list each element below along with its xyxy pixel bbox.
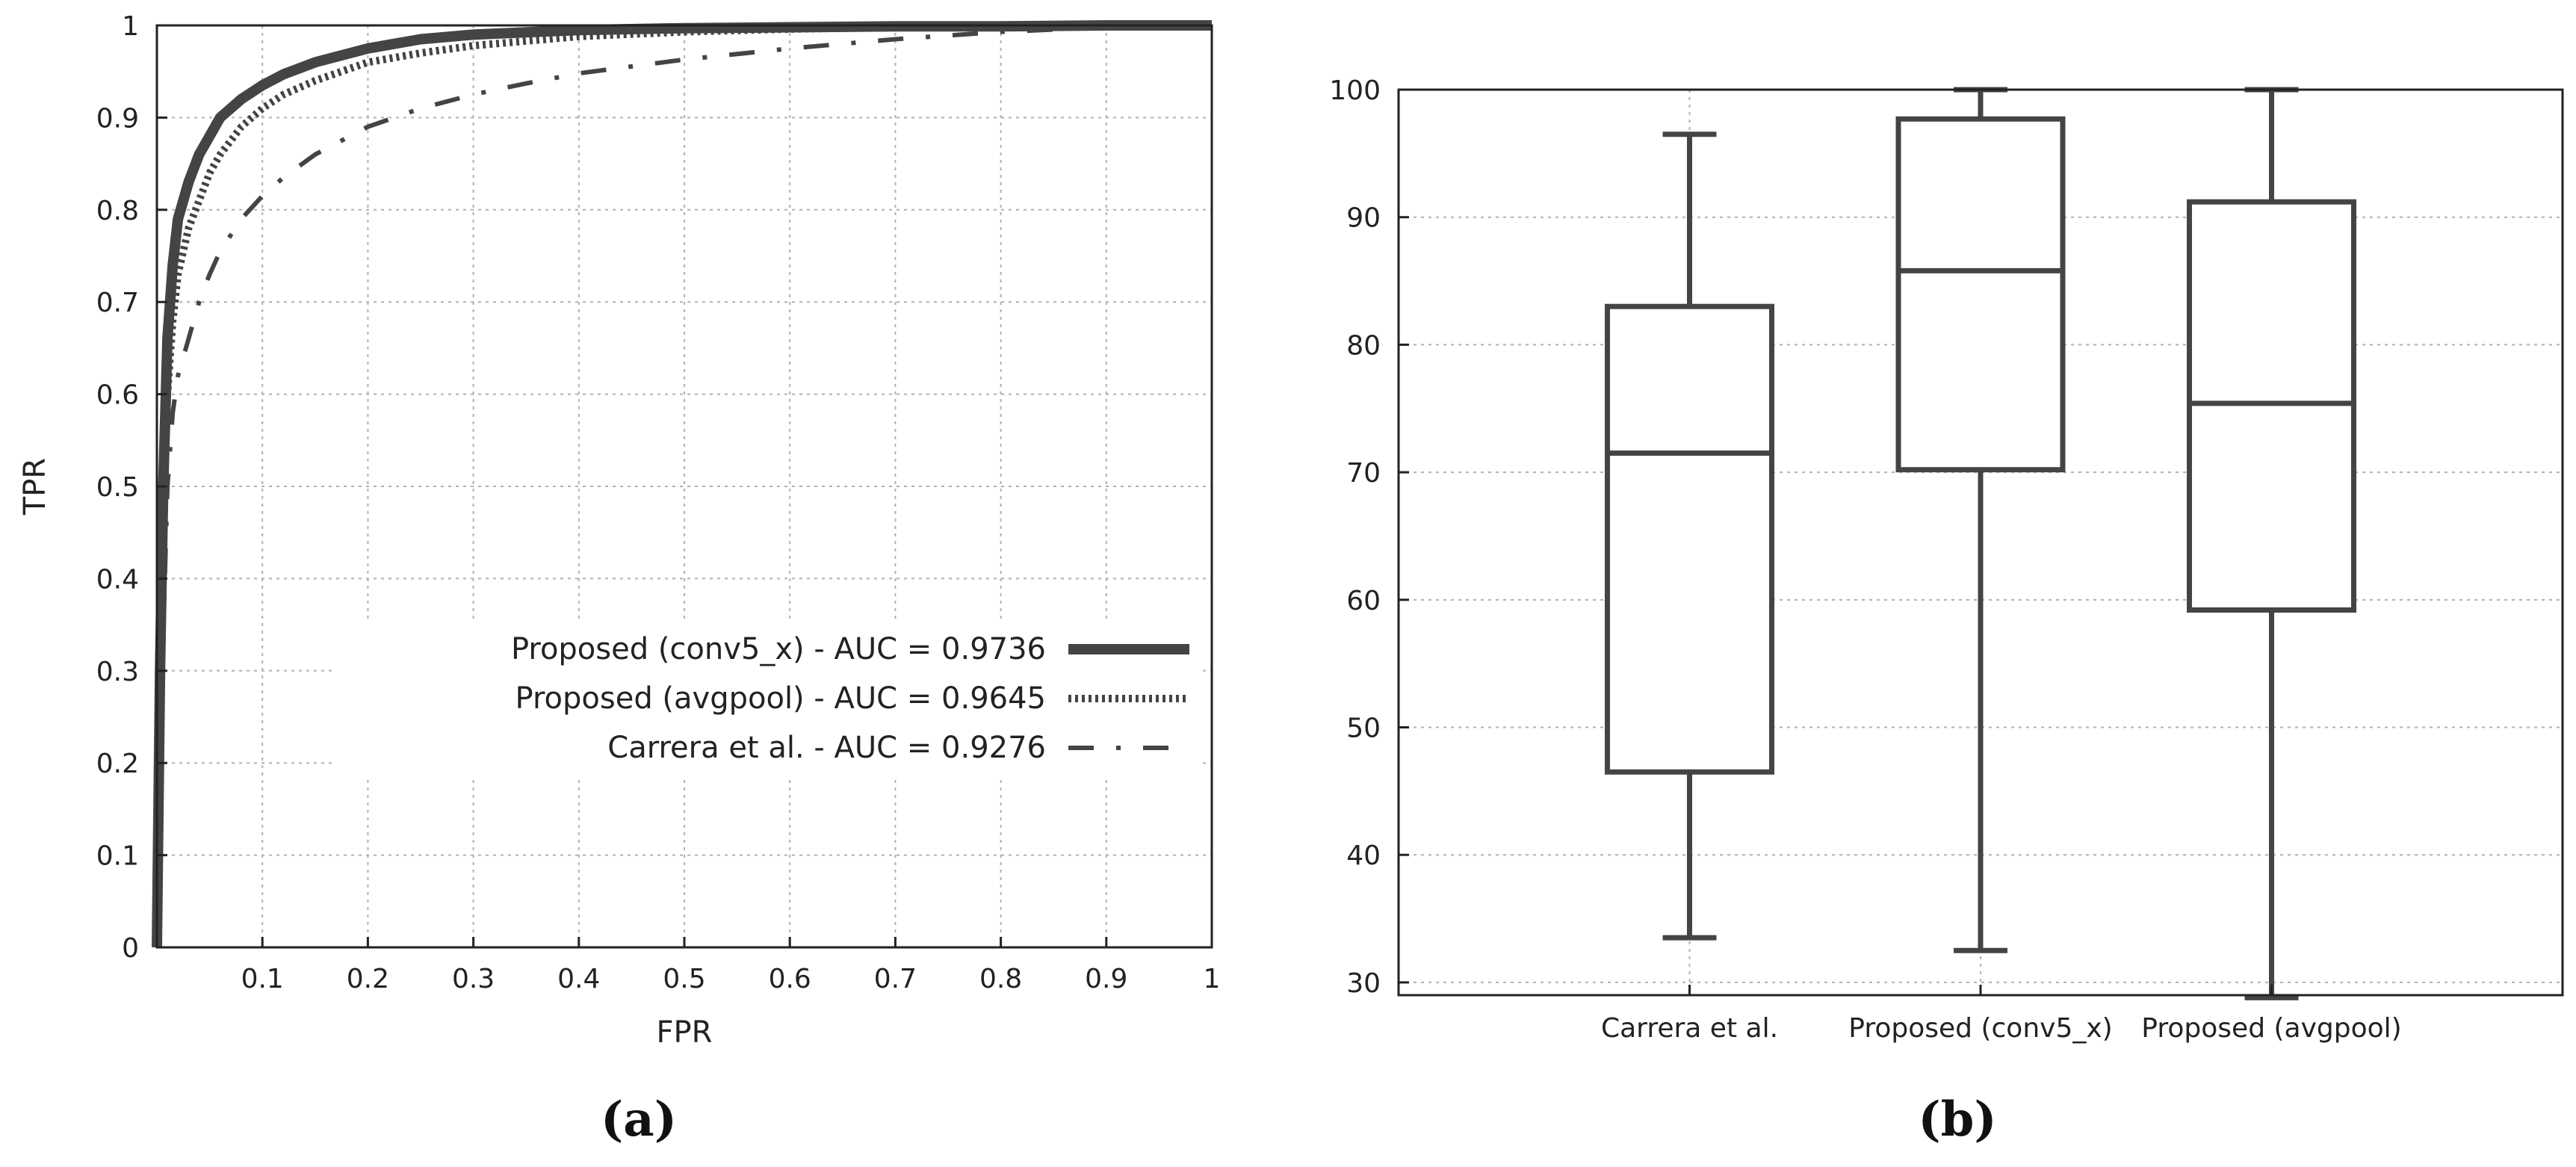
roc-x-tick-label: 0.2	[347, 964, 389, 994]
roc-y-tick-label: 0.7	[96, 288, 139, 318]
roc-x-tick-label: 0.8	[979, 964, 1022, 994]
roc-y-tick-label: 0.3	[96, 657, 139, 687]
box-y-tick-label: 90	[1346, 203, 1381, 234]
roc-y-tick-label: 0.2	[96, 749, 139, 779]
legend-entry-avgpool: Proposed (avgpool) - AUC = 0.9645	[515, 681, 1046, 716]
panel-label-b: (b)	[1918, 1092, 1996, 1148]
roc-y-tick-label: 0.6	[96, 380, 139, 411]
box-y-tick-label: 100	[1329, 75, 1381, 106]
roc-grid	[157, 25, 1212, 947]
roc-x-axis-label: FPR	[657, 1015, 713, 1050]
roc-x-tick-label: 0.4	[557, 964, 600, 994]
roc-x-tick-label: 0.6	[769, 964, 811, 994]
box-1	[1895, 87, 2066, 953]
box-x-tick-label: Proposed (conv5_x)	[1848, 1013, 2112, 1044]
roc-y-tick-label: 0.5	[96, 472, 139, 503]
box-x-tick-label: Carrera et al.	[1601, 1013, 1778, 1044]
box-0	[1605, 131, 1774, 941]
box-chart: 30 40 50 60 70 80 90 100 Carrera et al. Proposed…	[1329, 75, 2564, 1148]
roc-chart: 0.1 0.2 0.3 0.4 0.5 0.6 0.7 0.8 0.9 1 00.10.20.30…	[18, 11, 1220, 1148]
box-y-tick-label: 80	[1346, 330, 1381, 361]
roc-y-tick-label: 0.4	[96, 564, 139, 595]
legend-entry-carrera: Carrera et al. - AUC = 0.9276	[607, 731, 1046, 765]
box-y-tick-label: 40	[1346, 841, 1381, 871]
roc-x-tick-label: 0.1	[241, 964, 284, 994]
roc-y-tick-label: 0.1	[96, 841, 139, 872]
panel-label-a: (a)	[601, 1092, 677, 1148]
roc-legend-background	[336, 620, 1203, 777]
box-y-tick-label: 50	[1346, 713, 1381, 744]
roc-line-conv5x	[152, 20, 1212, 948]
roc-y-tick-label: 0.8	[96, 196, 139, 226]
roc-y-ticks: 0 0.1 0.2 0.3 0.4 0.5 0.6 0.7 0.8 0.9 1	[96, 11, 167, 964]
roc-x-tick-label: 0.5	[663, 964, 705, 994]
roc-line-carrera	[155, 23, 1213, 948]
box-iqr	[1895, 116, 2066, 473]
box-x-ticks: Carrera et al. Proposed (conv5_x) Proposed…	[1601, 985, 2402, 1044]
roc-x-ticks: 0.1 0.2 0.3 0.4 0.5 0.6 0.7 0.8 0.9 1	[241, 937, 1221, 994]
roc-x-tick-label: 0.3	[452, 964, 495, 994]
box-marks-group	[1605, 87, 2356, 1000]
box-x-tick-label: Proposed (avgpool)	[2141, 1013, 2401, 1044]
box-2	[2187, 87, 2356, 1000]
box-y-tick-label: 30	[1346, 968, 1381, 999]
box-iqr	[1605, 303, 1774, 775]
roc-y-tick-label: 0.9	[96, 103, 139, 134]
roc-x-tick-label: 0.9	[1085, 964, 1127, 994]
box-y-ticks: 30 40 50 60 70 80 90 100	[1329, 75, 1409, 999]
box-y-tick-label: 60	[1346, 586, 1381, 616]
roc-legend: Proposed (conv5_x) - AUC = 0.9736 Propos…	[336, 620, 1203, 777]
box-y-tick-label: 70	[1346, 458, 1381, 489]
legend-entry-conv5x: Proposed (conv5_x) - AUC = 0.9736	[511, 632, 1046, 666]
roc-y-tick-label: 1	[122, 11, 139, 42]
roc-x-tick-label: 0.7	[874, 964, 917, 994]
roc-y-axis-label: TPR	[18, 458, 52, 516]
roc-y-tick-label: 0	[122, 933, 139, 964]
roc-series-group	[152, 20, 1213, 948]
roc-x-tick-label: 1	[1204, 964, 1221, 994]
